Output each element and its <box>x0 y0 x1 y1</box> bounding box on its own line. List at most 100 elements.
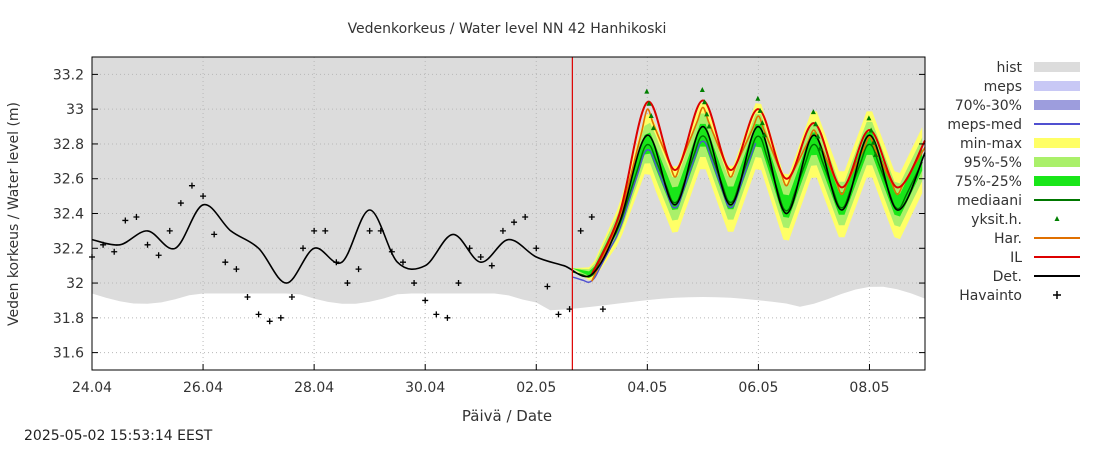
legend-70-30--swatch <box>1034 100 1080 110</box>
yksit-h-marker <box>704 111 710 117</box>
legend-mediaani-label: mediaani <box>957 193 1022 209</box>
legend-min-max-label: min-max <box>960 136 1022 152</box>
havainto-point <box>433 311 440 318</box>
havainto-point <box>599 306 606 313</box>
yksit-h-marker <box>757 107 763 113</box>
havainto-point <box>266 318 273 325</box>
yksit-h-marker <box>699 87 705 93</box>
legend-il-label: IL <box>1010 250 1022 266</box>
havainto-point <box>566 306 573 313</box>
legend-meps-med-label: meps-med <box>947 117 1022 133</box>
legend-95-5--swatch <box>1034 157 1080 167</box>
legend-hist-label: hist <box>996 60 1022 76</box>
havainto-point <box>499 227 506 234</box>
havainto-point <box>111 248 118 255</box>
x-tick-label: 02.05 <box>516 380 556 396</box>
havainto-point <box>466 245 473 252</box>
chart-title: Vedenkorkeus / Water level NN 42 Hanhiko… <box>348 21 667 37</box>
legend-har--label: Har. <box>994 231 1022 247</box>
havainto-point <box>311 227 318 234</box>
yksit-h-marker <box>644 88 650 94</box>
il-line <box>590 99 926 275</box>
havainto-point <box>488 262 495 269</box>
havainto-point <box>200 193 207 200</box>
yksit-h-marker <box>650 125 656 131</box>
havainto-point <box>188 182 195 189</box>
havainto-point <box>344 280 351 287</box>
y-tick-label: 32 <box>66 276 84 292</box>
y-tick-label: 32.2 <box>53 241 84 257</box>
legend-meps-swatch <box>1034 81 1080 91</box>
havainto-point <box>511 219 518 226</box>
legend-havainto-label: Havainto <box>959 288 1022 304</box>
havainto-point <box>522 213 529 220</box>
legend-95-5--label: 95%-5% <box>964 155 1022 171</box>
havainto-point <box>211 231 218 238</box>
yksit-h-marker <box>815 133 821 139</box>
legend-hist-swatch <box>1034 62 1080 72</box>
legend-yksit-h--label: yksit.h. <box>971 212 1022 228</box>
havainto-point <box>288 293 295 300</box>
x-tick-label: 28.04 <box>294 380 334 396</box>
havainto-point <box>322 227 329 234</box>
havainto-point <box>388 248 395 255</box>
yksit-h-marker <box>810 109 816 115</box>
yksit-h-marker <box>762 132 768 138</box>
x-tick-label: 06.05 <box>738 380 778 396</box>
havainto-point <box>133 213 140 220</box>
havainto-point <box>588 213 595 220</box>
havainto-point <box>377 227 384 234</box>
yksit-h-marker <box>759 120 765 126</box>
y-tick-label: 33.2 <box>53 67 84 83</box>
y-tick-label: 32.6 <box>53 172 84 188</box>
havainto-point <box>533 245 540 252</box>
havainto-point <box>122 217 129 224</box>
yksit-h-marker <box>755 95 761 101</box>
havainto-point <box>355 266 362 273</box>
x-tick-label: 24.04 <box>72 380 112 396</box>
havainto-point <box>411 280 418 287</box>
y-tick-label: 31.8 <box>53 311 84 327</box>
legend-havainto-swatch <box>1053 291 1061 299</box>
legend-min-max-swatch <box>1034 138 1080 148</box>
havainto-point <box>155 252 162 259</box>
yksit-h-marker <box>648 112 654 118</box>
x-tick-label: 08.05 <box>849 380 889 396</box>
havainto-point <box>222 259 229 266</box>
yksit-h-marker <box>702 99 708 105</box>
havainto-point <box>244 293 251 300</box>
havainto-point <box>544 283 551 290</box>
har-line <box>591 106 926 282</box>
x-axis-label: Päivä / Date <box>462 407 552 425</box>
havainto-point <box>577 227 584 234</box>
timestamp: 2025-05-02 15:53:14 EEST <box>24 428 213 444</box>
yksit-h-marker <box>868 127 874 133</box>
havainto-point <box>100 241 107 248</box>
y-tick-label: 32.8 <box>53 137 84 153</box>
havainto-point <box>422 297 429 304</box>
havainto-point <box>144 241 151 248</box>
y-tick-label: 31.6 <box>53 346 84 362</box>
x-tick-label: 04.05 <box>627 380 667 396</box>
legend-meps-label: meps <box>984 79 1022 95</box>
band-95-5 <box>572 113 923 278</box>
havainto-point <box>177 200 184 207</box>
yksit-h-marker <box>866 115 872 121</box>
havainto-point <box>455 280 462 287</box>
havainto-point <box>333 259 340 266</box>
havainto-point <box>555 311 562 318</box>
y-axis-label: Veden korkeus / Water level (m) <box>6 102 22 326</box>
havainto-point <box>166 227 173 234</box>
legend-75-25--label: 75%-25% <box>955 174 1022 190</box>
hist-band <box>92 57 925 311</box>
yksit-h-marker <box>817 145 823 151</box>
legend-det--label: Det. <box>993 269 1022 285</box>
legend-75-25--swatch <box>1034 176 1080 186</box>
legend-70-30--label: 70%-30% <box>955 98 1022 114</box>
havainto-point <box>477 253 484 260</box>
havainto-point <box>277 314 284 321</box>
x-tick-label: 26.04 <box>183 380 223 396</box>
legend-yksit-h--swatch <box>1054 216 1060 221</box>
havainto-point <box>399 259 406 266</box>
